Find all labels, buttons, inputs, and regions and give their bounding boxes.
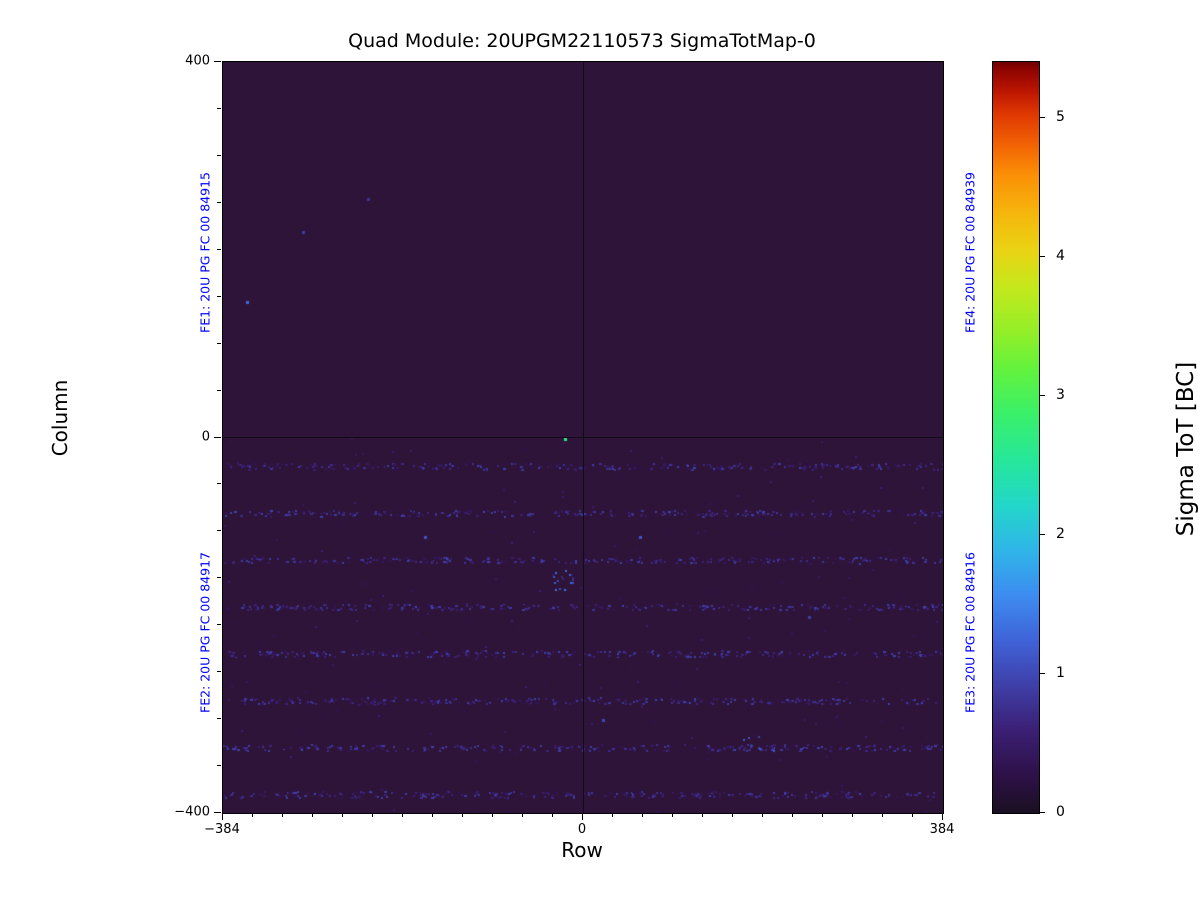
colorbar-tick-label: 3 [1056,386,1065,403]
colorbar-tick-label: 0 [1056,804,1065,820]
colorbar-tick [1039,394,1045,396]
x-tick-label: 0 [577,822,587,837]
y-tick-minor [217,342,221,344]
colorbar-gradient [993,62,1039,813]
x-tick-minor [702,813,703,817]
y-tick-minor [217,624,221,626]
y-tick-label: −400 [174,804,210,820]
colorbar-label: Sigma ToT [BC] [1173,361,1199,537]
x-tick-minor [252,813,253,817]
y-tick-minor [217,295,221,297]
colorbar-tick-label: 5 [1056,108,1065,125]
fe-label-fe3: FE3: 20U PG FC 00 84916 [962,552,978,713]
heatmap-plot-area[interactable] [222,61,944,814]
y-tick-minor [217,530,221,532]
y-tick-major [214,812,221,813]
colorbar-tick [1039,255,1045,257]
x-tick-minor [732,813,733,817]
page-title: Quad Module: 20UPGM22110573 SigmaTotMap-… [348,30,816,52]
x-tick-minor [522,813,523,817]
y-tick-label: 0 [201,429,210,444]
x-tick-minor [432,813,433,817]
x-tick-label: −384 [204,822,240,837]
x-tick-minor [402,813,403,817]
x-tick-minor [462,813,463,817]
x-tick-minor [642,813,643,817]
x-tick-minor [372,813,373,817]
fe-label-fe1: FE1: 20U PG FC 00 84915 [197,172,213,333]
x-tick-minor [612,813,613,817]
y-tick-minor [217,107,221,109]
x-tick-minor [822,813,823,817]
x-axis-label: Row [561,838,603,862]
x-tick-minor [342,813,343,817]
x-tick-label: 384 [929,822,955,837]
y-tick-minor [217,671,221,673]
y-tick-minor [217,718,221,720]
x-tick-minor [762,813,763,817]
y-tick-major [214,436,221,438]
x-tick-minor [882,813,883,817]
colorbar-tick [1039,672,1045,674]
colorbar-tick [1039,533,1045,535]
y-tick-minor [217,765,221,767]
y-axis-label: Column [48,379,72,457]
colorbar-tick [1039,116,1045,118]
y-tick-minor [217,389,221,391]
fe-label-fe2: FE2: 20U PG FC 00 84917 [197,552,213,713]
y-tick-minor [217,154,221,156]
colorbar-tick-label: 1 [1056,664,1065,681]
x-tick-minor [492,813,493,817]
x-tick-major [942,813,943,820]
x-tick-major [222,813,223,820]
colorbar-tick-label: 2 [1056,525,1065,542]
y-tick-minor [217,577,221,579]
x-tick-minor [792,813,793,817]
x-tick-minor [282,813,283,817]
x-tick-minor [552,813,553,817]
colorbar[interactable] [992,61,1040,814]
y-tick-major [214,61,221,62]
x-tick-minor [912,813,913,817]
y-tick-minor [217,201,221,203]
y-tick-minor [217,483,221,485]
x-tick-major [582,813,583,820]
y-tick-label: 400 [185,53,210,69]
x-tick-minor [312,813,313,817]
quadrant-divider-horizontal [223,437,943,438]
colorbar-tick-label: 4 [1056,247,1065,264]
x-tick-minor [672,813,673,817]
fe-label-fe4: FE4: 20U PG FC 00 84939 [962,172,978,333]
y-tick-minor [217,248,221,250]
x-tick-minor [852,813,853,817]
colorbar-tick [1039,812,1045,813]
